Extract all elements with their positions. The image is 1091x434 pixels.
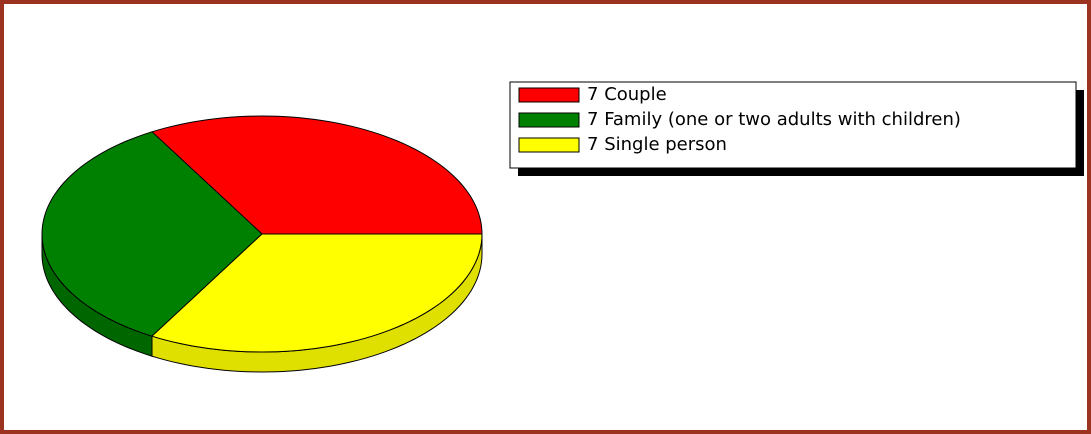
legend-swatch [518,137,580,153]
legend-label: 7 Family (one or two adults with childre… [587,109,961,130]
legend-swatch [518,87,580,103]
legend-label: 7 Couple [587,84,667,105]
legend-name: Single person [604,134,727,155]
legend-name: Couple [604,84,667,105]
legend-swatch [518,112,580,128]
legend-value: 7 [587,84,598,105]
legend-label: 7 Single person [587,134,727,155]
pie-slice [151,115,483,235]
legend-value: 7 [587,134,598,155]
legend-name: Family (one or two adults with children) [604,109,961,130]
legend-box [509,81,1077,169]
pie-slice [151,233,483,353]
legend-value: 7 [587,109,598,130]
